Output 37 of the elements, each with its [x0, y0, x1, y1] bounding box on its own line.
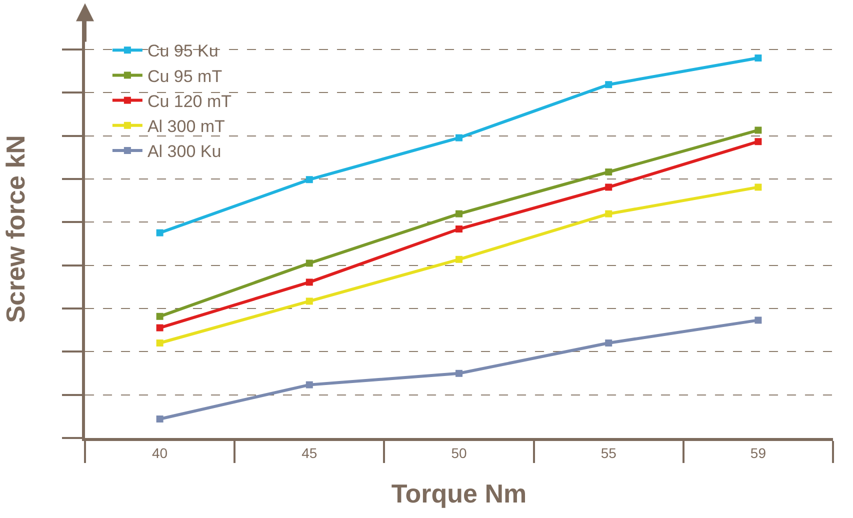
legend-label: Cu 120 mT: [147, 92, 232, 111]
point: [754, 138, 762, 146]
x-axis-title: Torque Nm: [391, 478, 527, 508]
point: [156, 312, 164, 320]
legend-label: Cu 95 mT: [147, 66, 222, 86]
point: [456, 370, 462, 377]
point: [306, 381, 313, 388]
point: [754, 54, 762, 62]
point: [156, 416, 164, 422]
x-tick-label: 40: [152, 444, 168, 461]
point: [456, 134, 462, 142]
legend-label: Al 300 mT: [147, 117, 225, 136]
x-tick-label: 50: [451, 444, 467, 461]
x-tick-label: 59: [750, 444, 766, 461]
x-tick-label: 55: [600, 444, 617, 461]
point: [605, 340, 612, 346]
point: [754, 316, 762, 324]
point: [156, 229, 164, 236]
point: [605, 184, 612, 191]
point: [456, 226, 462, 232]
y-axis-title: Screw force kN: [0, 135, 30, 323]
point: [156, 340, 164, 346]
point: [306, 260, 313, 267]
point: [605, 210, 612, 218]
legend-label: Cu 95 Ku: [147, 42, 218, 61]
point: [306, 278, 313, 286]
x-tick-label: 45: [302, 444, 318, 461]
point: [456, 256, 462, 263]
point: [754, 184, 762, 191]
point: [754, 126, 762, 134]
point: [306, 298, 313, 305]
point: [605, 81, 612, 88]
point: [156, 324, 164, 332]
point: [456, 210, 462, 218]
legend-label: Al 300 Ku: [147, 142, 222, 162]
point: [605, 168, 612, 176]
point: [306, 176, 313, 184]
